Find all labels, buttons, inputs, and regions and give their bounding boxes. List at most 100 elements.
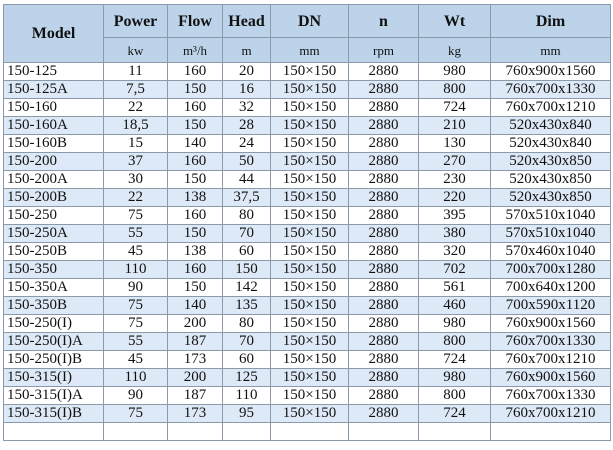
cell-dim: 570x510x1040 [490,224,611,243]
cell-power: 45 [103,350,168,369]
cell-n: 2880 [348,404,419,423]
cell-head: 125 [222,368,271,387]
cell-model: 150-350 [3,260,104,279]
cell-dim: 700x700x1280 [490,260,611,279]
cell-dim: 760x900x1560 [490,368,611,387]
table-row: 150-315(I)B 75 173 95 150×150 2880 724 760x700x… [3,404,611,423]
cell-n: 2880 [348,188,419,207]
empty-row [3,422,611,441]
cell-flow: 160 [167,62,223,81]
empty-cell [3,422,104,441]
table-row: 150-200 37 160 50 150×150 2880 270 520x430x850 [3,152,611,171]
cell-wt: 980 [418,368,491,387]
cell-flow: 140 [167,134,223,153]
cell-wt: 561 [418,278,491,297]
cell-head: 60 [222,350,271,369]
cell-dim: 700x590x1120 [490,296,611,315]
unit-flow: m³/h [167,37,223,63]
header-model: Model [3,4,104,63]
cell-head: 80 [222,206,271,225]
cell-wt: 800 [418,80,491,99]
cell-flow: 150 [167,278,223,297]
cell-n: 2880 [348,170,419,189]
cell-head: 60 [222,242,271,261]
cell-flow: 160 [167,152,223,171]
cell-power: 110 [103,368,168,387]
empty-cell [270,422,349,441]
cell-dim: 520x430x850 [490,188,611,207]
cell-dn: 150×150 [270,368,349,387]
cell-wt: 724 [418,98,491,117]
cell-flow: 150 [167,224,223,243]
header-dim: Dim [490,4,611,38]
cell-n: 2880 [348,134,419,153]
table-row: 150-160A 18,5 150 28 150×150 2880 210 520x430x8… [3,116,611,135]
cell-power: 15 [103,134,168,153]
cell-power: 110 [103,260,168,279]
cell-model: 150-250(I) [3,314,104,333]
table-row: 150-250(I) 75 200 80 150×150 2880 980 760x900x1… [3,314,611,333]
cell-head: 135 [222,296,271,315]
cell-dim: 570x510x1040 [490,206,611,225]
cell-dn: 150×150 [270,188,349,207]
cell-wt: 800 [418,332,491,351]
cell-dim: 520x430x840 [490,116,611,135]
cell-flow: 200 [167,314,223,333]
cell-dim: 700x640x1200 [490,278,611,297]
table-row: 150-350 110 160 150 150×150 2880 702 700x700x12… [3,260,611,279]
table-row: 150-350A 90 150 142 150×150 2880 561 700x640x12… [3,278,611,297]
table-row: 150-250(I)B 45 173 60 150×150 2880 724 760x700x… [3,350,611,369]
cell-power: 75 [103,206,168,225]
cell-dim: 760x700x1330 [490,386,611,405]
cell-dn: 150×150 [270,116,349,135]
cell-dim: 760x900x1560 [490,314,611,333]
cell-flow: 173 [167,350,223,369]
cell-dn: 150×150 [270,278,349,297]
cell-model: 150-350B [3,296,104,315]
cell-head: 20 [222,62,271,81]
cell-dn: 150×150 [270,296,349,315]
cell-head: 95 [222,404,271,423]
cell-dim: 570x460x1040 [490,242,611,261]
table-row: 150-350B 75 140 135 150×150 2880 460 700x590x11… [3,296,611,315]
cell-dim: 760x700x1210 [490,350,611,369]
cell-wt: 724 [418,404,491,423]
cell-n: 2880 [348,242,419,261]
cell-dim: 760x700x1330 [490,332,611,351]
cell-n: 2880 [348,62,419,81]
cell-dn: 150×150 [270,80,349,99]
cell-wt: 220 [418,188,491,207]
unit-head: m [222,37,271,63]
cell-n: 2880 [348,278,419,297]
cell-head: 24 [222,134,271,153]
cell-model: 150-315(I) [3,368,104,387]
cell-head: 70 [222,332,271,351]
unit-dn: mm [270,37,349,63]
table-row: 150-250A 55 150 70 150×150 2880 380 570x510x104… [3,224,611,243]
cell-dim: 520x430x850 [490,152,611,171]
empty-cell [418,422,491,441]
cell-dn: 150×150 [270,332,349,351]
cell-power: 75 [103,296,168,315]
cell-head: 32 [222,98,271,117]
cell-model: 150-250(I)A [3,332,104,351]
cell-dim: 520x430x840 [490,134,611,153]
table-row: 150-315(I) 110 200 125 150×150 2880 980 760x900… [3,368,611,387]
cell-dn: 150×150 [270,260,349,279]
header-head: Head [222,4,271,38]
cell-wt: 230 [418,170,491,189]
cell-power: 55 [103,332,168,351]
cell-dn: 150×150 [270,350,349,369]
cell-model: 150-315(I)B [3,404,104,423]
cell-n: 2880 [348,224,419,243]
header-dn: DN [270,4,349,38]
cell-n: 2880 [348,80,419,99]
cell-power: 22 [103,98,168,117]
cell-wt: 270 [418,152,491,171]
cell-flow: 138 [167,242,223,261]
cell-wt: 980 [418,314,491,333]
cell-power: 90 [103,278,168,297]
unit-wt: kg [418,37,491,63]
cell-model: 150-200A [3,170,104,189]
cell-wt: 702 [418,260,491,279]
